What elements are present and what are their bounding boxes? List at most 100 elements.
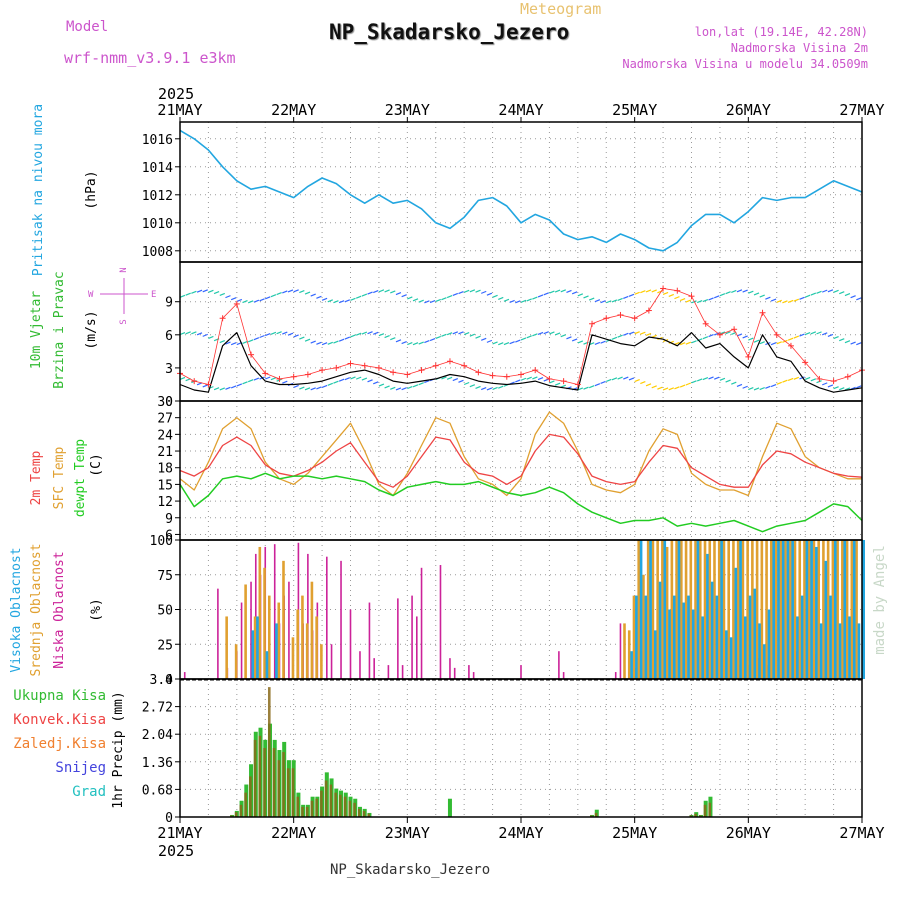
cloud-bar [265, 651, 269, 679]
cloud-bar [703, 540, 707, 679]
wind-direction-arrow [367, 331, 373, 335]
wind-direction-arrow [543, 331, 549, 335]
wind-direction-arrow [821, 332, 828, 336]
cloud-bar [240, 602, 243, 679]
wind-direction-arrow [446, 376, 453, 380]
cloud-bar [836, 540, 839, 679]
wind-direction-arrow [793, 376, 800, 380]
y-tick-label: 18 [157, 462, 173, 477]
wind-direction-arrow [373, 290, 379, 294]
precip-convective-bar [594, 812, 598, 817]
wind-direction-arrow [395, 339, 402, 343]
wind-direction-arrow [645, 332, 652, 336]
wind-direction-arrow [304, 338, 311, 342]
wind-direction-arrow [202, 289, 208, 293]
cloud-bar [796, 616, 799, 679]
wind-direction-arrow [179, 294, 186, 298]
wind-direction-arrow [407, 296, 413, 300]
precip-convective-bar [296, 796, 300, 817]
wind-direction-arrow [355, 295, 362, 299]
cloud-bar [736, 540, 740, 679]
cloud-bar [401, 665, 404, 679]
wind-direction-arrow [748, 290, 754, 294]
precip-convective-bar [244, 792, 247, 817]
cloud-bar [791, 540, 794, 679]
wind-direction-arrow [486, 387, 493, 391]
wind-direction-arrow [486, 339, 493, 343]
precip-convective-bar [698, 815, 702, 817]
y-tick-label: 1.36 [142, 756, 173, 771]
x-tick-label-bottom: 25MAY [612, 824, 657, 842]
cloud-bar [256, 616, 259, 679]
wind-direction-arrow [179, 332, 186, 336]
wind-direction-arrow [407, 386, 413, 390]
wind-direction-arrow [509, 341, 515, 345]
wind-direction-arrow [213, 387, 220, 391]
precip-convective-bar [703, 804, 707, 817]
cloud-bar [706, 553, 709, 679]
wind-direction-arrow [770, 383, 777, 388]
wind-direction-arrow [782, 379, 788, 383]
wind-direction-arrow [196, 332, 203, 336]
wind-direction-arrow [537, 377, 544, 381]
precip-convective-bar [315, 798, 318, 817]
cloud-bar [855, 540, 858, 679]
wind-direction-arrow [787, 299, 794, 303]
x-tick-label-top: 26MAY [726, 101, 771, 119]
wind-direction-arrow [350, 376, 356, 380]
wind-direction-arrow [787, 337, 794, 341]
wind-direction-arrow [685, 299, 692, 303]
wind-direction-arrow [310, 387, 316, 391]
wind-direction-arrow [247, 379, 254, 383]
precip-convective-bar [348, 800, 352, 817]
sfc-temp-line [179, 411, 862, 497]
cloud-bar [824, 560, 828, 679]
pressure-ylabel: (hPa) [84, 170, 99, 209]
cloud-bar [472, 672, 475, 679]
cloud-bar [845, 540, 849, 679]
wind-direction-arrow [554, 332, 561, 336]
cloud-bar [788, 540, 792, 679]
wind-direction-arrow [469, 384, 476, 388]
wind-direction-arrow [856, 342, 862, 346]
wind-direction-arrow [253, 337, 260, 341]
wind-direction-arrow [628, 377, 635, 381]
wind-direction-arrow [299, 386, 305, 390]
wind-direction-arrow [588, 297, 595, 301]
wind-direction-arrow [219, 340, 226, 344]
wind-direction-arrow [617, 297, 623, 302]
wind-direction-arrow [560, 334, 567, 338]
cloud-bar [558, 651, 560, 679]
wind-direction-arrow [759, 387, 765, 391]
y-tick-label: 50 [157, 604, 173, 619]
wind-direction-arrow [537, 331, 544, 335]
wind-direction-arrow [634, 331, 640, 335]
wind-direction-arrow [208, 335, 214, 340]
wind-direction-arrow [714, 376, 720, 380]
cloud-bar [330, 644, 333, 679]
wind-direction-arrow [355, 376, 362, 380]
cloud-bar [755, 540, 759, 679]
cloud-bar [819, 623, 823, 679]
cloud-bar [822, 540, 825, 679]
wind-direction-arrow [458, 331, 464, 335]
x-tick-label-top: 21MAY [157, 101, 202, 119]
x-tick-label-top: 23MAY [385, 101, 430, 119]
wind-direction-arrow [225, 341, 231, 345]
wind-direction-arrow [770, 298, 777, 302]
wind-direction-arrow [321, 342, 328, 346]
temp2m-title: 2m Temp [29, 450, 44, 505]
y-tick-label: 9 [165, 296, 173, 311]
wind-direction-arrow [662, 291, 669, 295]
cloud-bar [449, 658, 451, 679]
wind-direction-arrow [748, 337, 754, 341]
cloud-bar [753, 588, 757, 679]
cloud-bar [649, 540, 652, 679]
wind-direction-arrow [463, 381, 470, 386]
cloud-bar [288, 581, 290, 679]
wind-direction-arrow [844, 292, 851, 297]
wind-direction-arrow [515, 379, 521, 383]
cloud-bar [770, 540, 773, 679]
cloud-bar [310, 581, 314, 679]
dewpoint-line [179, 472, 863, 533]
